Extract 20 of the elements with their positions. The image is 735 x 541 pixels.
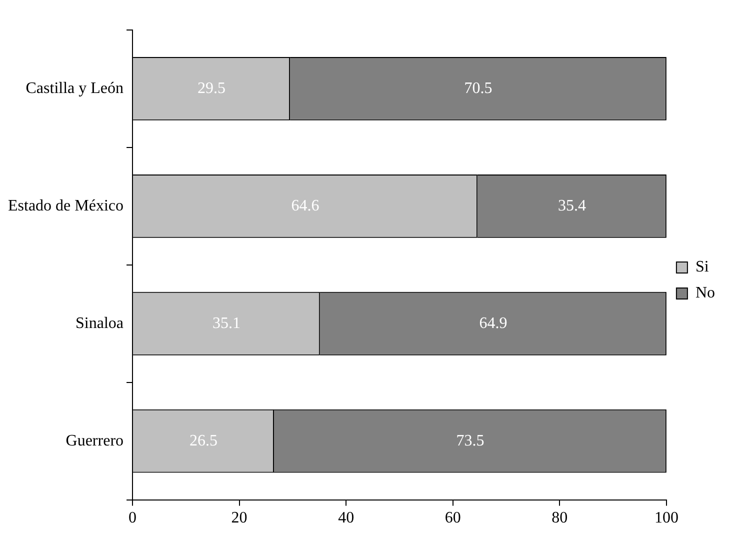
y-tick-label: Estado de México [8,197,124,214]
x-tick-label: 100 [654,510,678,527]
legend-label: No [695,284,716,302]
data-label: 35.1 [212,314,240,332]
x-tick-label: 40 [338,510,354,527]
y-tick-label: Guerrero [66,432,124,450]
data-label: 73.5 [456,432,484,450]
data-label: 35.4 [558,197,586,214]
x-tick-label: 80 [552,510,568,527]
data-label: 64.6 [291,197,320,214]
x-tick-label: 20 [231,510,248,527]
x-tick-label: 60 [444,510,461,527]
y-tick-label: Sinaloa [76,314,124,332]
y-tick-label: Castilla y León [26,80,124,97]
legend-label: Si [695,258,710,276]
data-label: 29.5 [198,80,226,97]
data-label: 26.5 [190,432,218,450]
x-tick-label: 0 [128,510,137,527]
data-label: 64.9 [479,314,508,332]
data-label: 70.5 [464,80,492,97]
